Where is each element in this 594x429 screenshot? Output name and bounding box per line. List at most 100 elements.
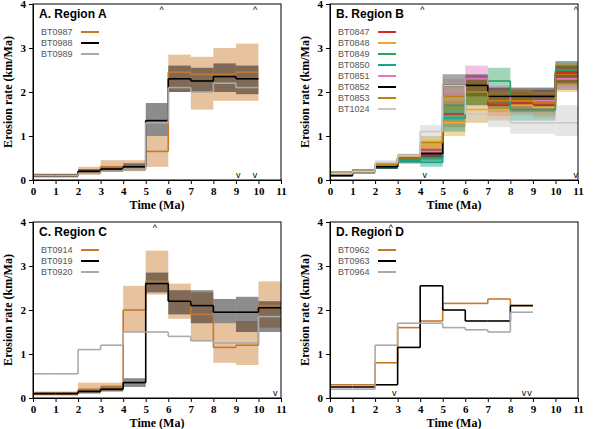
uncertainty-band [398, 154, 421, 161]
step-segment [353, 384, 376, 386]
step-segment [488, 118, 511, 120]
step-segment [420, 153, 443, 155]
x-tick: 5 [143, 180, 149, 197]
plot-area [33, 44, 258, 178]
y-tick-label: 4 [318, 216, 324, 228]
annotation: v [273, 388, 278, 398]
step-riser [77, 350, 79, 374]
x-tick-mark [353, 398, 354, 402]
panel: 0123456789101101234Time (Ma)Erosion rate… [298, 0, 584, 212]
y-tick-mark [29, 310, 33, 311]
x-tick: 5 [440, 180, 446, 197]
uncertainty-band [123, 163, 146, 170]
step-segment [330, 173, 353, 175]
annotation: v [236, 170, 241, 180]
annotation: ^ [420, 5, 425, 15]
uncertainty-band [353, 169, 376, 173]
step-segment [443, 309, 466, 311]
uncertainty-band [465, 79, 488, 105]
y-axis-line [29, 223, 34, 399]
x-tick-mark [375, 398, 376, 402]
annotation: ^ [389, 223, 394, 233]
step-riser [374, 345, 376, 389]
x-tick-label: 2 [76, 403, 82, 415]
y-tick: 2 [318, 304, 331, 316]
uncertainty-band [398, 154, 421, 161]
step-segment [398, 157, 421, 159]
x-tick-label: 3 [98, 185, 104, 197]
step-segment [78, 349, 101, 351]
step-riser [145, 123, 147, 169]
legend-swatch [81, 53, 99, 55]
step-segment [398, 157, 421, 159]
step-segment [510, 100, 533, 102]
legend-label: BT0920 [41, 267, 73, 277]
step-segment [555, 78, 578, 80]
uncertainty-band [191, 68, 214, 92]
uncertainty-band [258, 301, 281, 332]
panel-title: C. Region C [39, 225, 107, 239]
step-segment [420, 153, 443, 155]
y-tick-label: 0 [318, 174, 324, 186]
step-segment [78, 170, 101, 172]
step-riser [419, 132, 421, 156]
step-segment [398, 327, 421, 329]
x-tick: 9 [234, 180, 240, 197]
step-segment [443, 85, 466, 87]
y-tick: 4 [21, 216, 34, 228]
annotation: ^ [159, 5, 164, 15]
uncertainty-band [353, 169, 376, 173]
step-segment [465, 113, 488, 115]
step-segment [191, 74, 214, 76]
step-segment [533, 96, 556, 98]
step-segment [146, 122, 169, 124]
y-tick: 1 [21, 348, 34, 360]
step-riser [258, 317, 260, 343]
x-tick-mark [420, 180, 421, 184]
step-segment [465, 91, 488, 93]
step-riser [397, 347, 399, 384]
step-segment [213, 311, 236, 313]
x-tick-mark [123, 398, 124, 402]
x-axis: 01234567891011 [31, 180, 287, 197]
step-segment [101, 386, 124, 388]
plot-frame [330, 222, 578, 398]
step-segment [443, 118, 466, 120]
x-tick-mark [510, 398, 511, 402]
step-segment [375, 164, 398, 166]
uncertainty-band [213, 48, 236, 101]
x-tick-label: 9 [234, 185, 240, 197]
step-segment [353, 170, 376, 172]
x-tick-label: 10 [253, 185, 265, 197]
step-segment [33, 393, 56, 395]
step-riser [397, 156, 399, 163]
step-riser [397, 323, 399, 345]
step-segment [555, 74, 578, 76]
uncertainty-band [330, 171, 353, 175]
y-tick: 0 [318, 174, 331, 186]
x-tick-label: 3 [395, 185, 401, 197]
legend-label: BT0988 [41, 38, 73, 48]
uncertainty-band [353, 169, 376, 173]
step-segment [375, 166, 398, 168]
annotation: v [253, 170, 258, 180]
y-tick-mark [326, 310, 330, 311]
uncertainty-band [375, 162, 398, 166]
uncertainty-band [488, 110, 511, 128]
step-segment [420, 131, 443, 133]
step-segment [510, 109, 533, 111]
x-tick-label: 5 [440, 185, 446, 197]
uncertainty-band [488, 90, 511, 112]
legend-swatch [378, 42, 396, 44]
uncertainty-band [146, 251, 169, 295]
step-segment [398, 322, 421, 324]
y-tick-mark [29, 266, 33, 267]
uncertainty-band [420, 149, 443, 158]
uncertainty-band [533, 112, 556, 134]
x-tick-mark [258, 398, 259, 402]
x-tick-label: 6 [166, 403, 172, 415]
annotation: ^ [574, 5, 579, 15]
step-segment [146, 151, 169, 153]
uncertainty-band [443, 101, 466, 127]
x-tick: 0 [31, 180, 37, 197]
